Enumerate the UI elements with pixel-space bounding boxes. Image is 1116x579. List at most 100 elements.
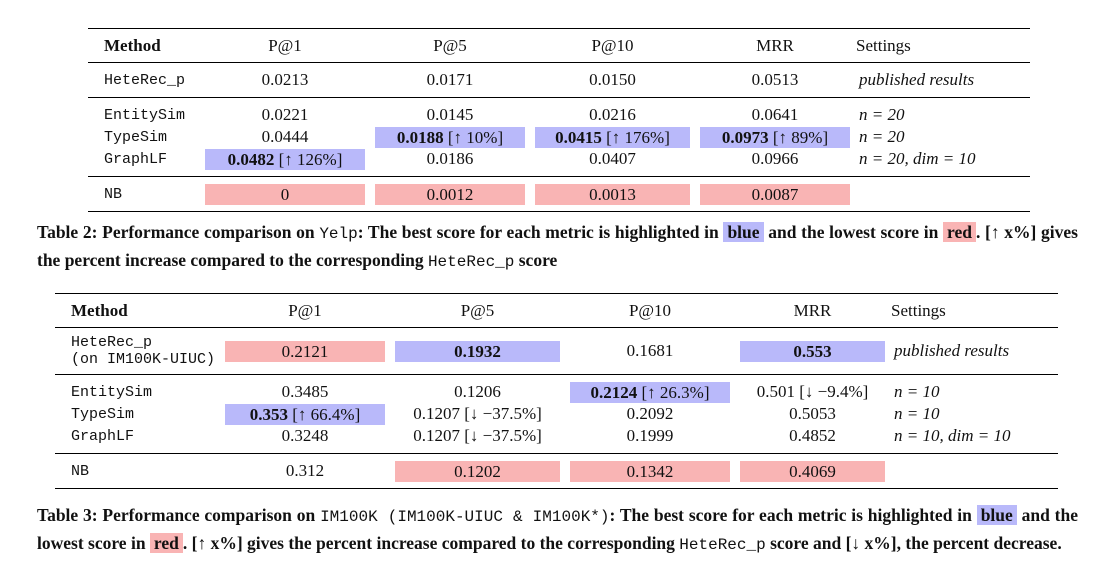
caption-segment: HeteRec_p	[679, 536, 766, 554]
score-cell: 0.0221	[200, 98, 370, 127]
method: GraphLF	[71, 427, 135, 445]
method-note: (on IM100K-UIUC)	[71, 351, 216, 368]
score-change: [↑ 176%]	[606, 127, 670, 147]
score: 0.1207	[413, 404, 460, 423]
caption-segment: Table 2: Performance comparison on	[37, 222, 320, 242]
score-cell: 0.0641	[695, 98, 855, 127]
score: 0.0213	[261, 70, 309, 89]
row: HeteRec_p 0.0213 0.0171 0.0150 0.0513 publish…	[88, 63, 1030, 98]
highlight: 0.1932	[395, 340, 560, 362]
score-cell: 0.1999	[565, 425, 735, 454]
score-cell: 0.3485	[220, 375, 390, 404]
method-cell: HeteRec_p (on IM100K-UIUC)	[55, 328, 220, 375]
column-header: Settings	[891, 300, 946, 320]
method-cell: GraphLF	[88, 148, 200, 177]
score: 0.0482	[227, 149, 275, 169]
highlight: 0.2124 [↑ 26.3%]	[570, 381, 730, 403]
caption-segment: . [↑ x%] gives the percent increase comp…	[182, 533, 680, 553]
score-cell: 0.1932	[390, 328, 565, 375]
score-cell: 0.1207 [↓ −37.5%]	[390, 425, 565, 454]
caption-segment: and the lowest score in	[763, 222, 944, 242]
score-cell: 0.1207 [↓ −37.5%]	[390, 403, 565, 425]
score: 0.1681	[626, 341, 674, 360]
score-change: [↓ −37.5%]	[464, 426, 542, 445]
column-header: P@5	[460, 300, 495, 320]
score: 0.1202	[454, 461, 501, 481]
caption-segment: score and [↓ x%], the percent decrease.	[765, 533, 1062, 553]
row-group: HeteRec_p (on IM100K-UIUC) 0.2121 0.1932 0.1…	[55, 328, 1058, 375]
row: EntitySim 0.3485 0.1206 0.2124 [↑ 26.3%] 0.5…	[55, 375, 1058, 404]
score: 0.1342	[626, 461, 674, 481]
score-cell: 0	[200, 177, 370, 212]
settings: n = 20	[859, 105, 905, 124]
score-change: [↓ −37.5%]	[464, 404, 542, 423]
score: 0.553	[793, 341, 832, 361]
caption-segment: HeteRec_p	[427, 253, 515, 271]
score-cell: 0.0186	[370, 148, 530, 177]
score: 0.3485	[281, 382, 329, 401]
row-group: NB 0.312 0.1202 0.1342 0.4069	[55, 454, 1058, 489]
caption-segment: and the lowest score in	[37, 505, 1079, 553]
score-change: [↑ 89%]	[772, 127, 829, 147]
score-change: [↓ −9.4%]	[799, 382, 869, 401]
highlight: 0.0415 [↑ 176%]	[535, 126, 690, 148]
score: 0.0013	[589, 184, 636, 204]
column-header: P@1	[288, 300, 322, 320]
score-cell: 0.0513	[695, 63, 855, 98]
score-cell: 0.0482 [↑ 126%]	[200, 148, 370, 177]
highlight: 0.0013	[535, 183, 690, 205]
caption-segment: : The best score for each metric is high…	[609, 505, 977, 525]
table: Method P@1 P@5 P@10 MRR Settings HeteRec_p 0.02…	[88, 28, 1030, 212]
score-cell: 0.0407	[530, 148, 695, 177]
column-header: P@10	[628, 300, 672, 320]
settings: published results	[894, 341, 1010, 360]
method-cell: EntitySim	[55, 375, 220, 404]
method: HeteRec_p	[71, 334, 153, 351]
highlight: 0.0087	[700, 183, 850, 205]
highlight: 0.2121	[225, 340, 385, 362]
row: GraphLF 0.3248 0.1207 [↓ −37.5%] 0.1999 0.48…	[55, 425, 1058, 454]
score-cell: 0.0013	[530, 177, 695, 212]
score: 0.2124	[590, 382, 638, 402]
row-group: EntitySim 0.3485 0.1206 0.2124 [↑ 26.3%] 0.5…	[55, 375, 1058, 454]
row: NB 0.312 0.1202 0.1342 0.4069	[55, 454, 1058, 489]
thead: Method P@1 P@5 P@10 MRR Settings	[55, 293, 1058, 328]
method-cell: EntitySim	[88, 98, 200, 127]
row: EntitySim 0.0221 0.0145 0.0216 0.0641 n = 20	[88, 98, 1030, 127]
header-row: Method P@1 P@5 P@10 MRR Settings	[55, 293, 1058, 328]
score: 0.501	[756, 382, 795, 401]
column-header: Method	[104, 35, 161, 55]
settings	[890, 454, 1058, 489]
score-cell: 0.1342	[565, 454, 735, 489]
score: 0.4069	[789, 461, 836, 481]
score-cell: 0.2121	[220, 328, 390, 375]
score-change: [↑ 10%]	[447, 127, 504, 147]
method: EntitySim	[71, 383, 153, 401]
score: 0.2121	[281, 341, 329, 361]
method: TypeSim	[71, 405, 135, 423]
score: 0.1932	[454, 341, 501, 361]
caption-segment: red	[149, 533, 183, 553]
method-cell: NB	[55, 454, 220, 489]
score-change: [↑ 66.4%]	[292, 404, 361, 424]
row: TypeSim 0.0444 0.0188 [↑ 10%] 0.0415 [↑ 176…	[88, 126, 1030, 148]
score: 0.0216	[589, 105, 636, 124]
score-cell: 0.0087	[695, 177, 855, 212]
score-cell: 0.2092	[565, 403, 735, 425]
caption-segment: blue	[976, 505, 1017, 525]
method-cell: NB	[88, 177, 200, 212]
settings: n = 10	[894, 404, 940, 423]
column-header: P@1	[268, 35, 302, 55]
score-cell: 0.353 [↑ 66.4%]	[220, 403, 390, 425]
row-group: EntitySim 0.0221 0.0145 0.0216 0.0641 n = 20 T…	[88, 98, 1030, 177]
score: 0.0966	[751, 149, 799, 168]
row: HeteRec_p (on IM100K-UIUC) 0.2121 0.1932 0.1…	[55, 328, 1058, 375]
score: 0.353	[249, 404, 288, 424]
method: TypeSim	[104, 128, 168, 146]
settings	[855, 177, 1030, 212]
score-cell: 0.1206	[390, 375, 565, 404]
caption-segment: blue	[723, 222, 764, 242]
header-row: Method P@1 P@5 P@10 MRR Settings	[88, 28, 1030, 63]
score-cell: 0.4852	[735, 425, 890, 454]
